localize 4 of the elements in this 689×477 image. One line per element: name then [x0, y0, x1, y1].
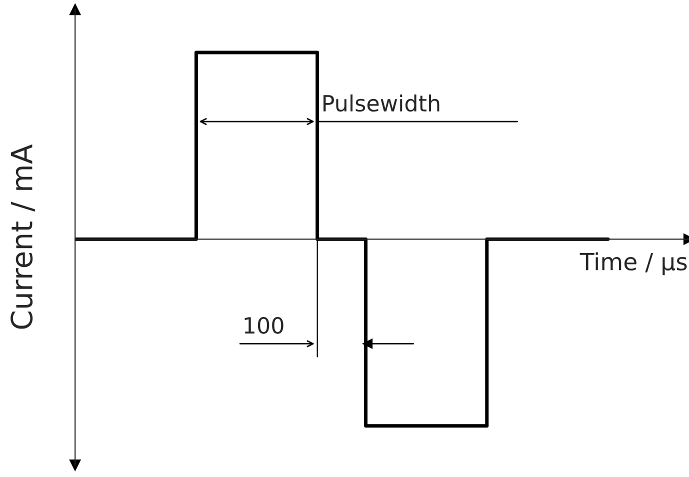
x-axis-title: Time / µs [580, 252, 687, 276]
y-axis-title: Current / mA [10, 144, 35, 329]
annotation: 100 [244, 317, 284, 334]
annotation: Pulsewidth [324, 94, 440, 112]
